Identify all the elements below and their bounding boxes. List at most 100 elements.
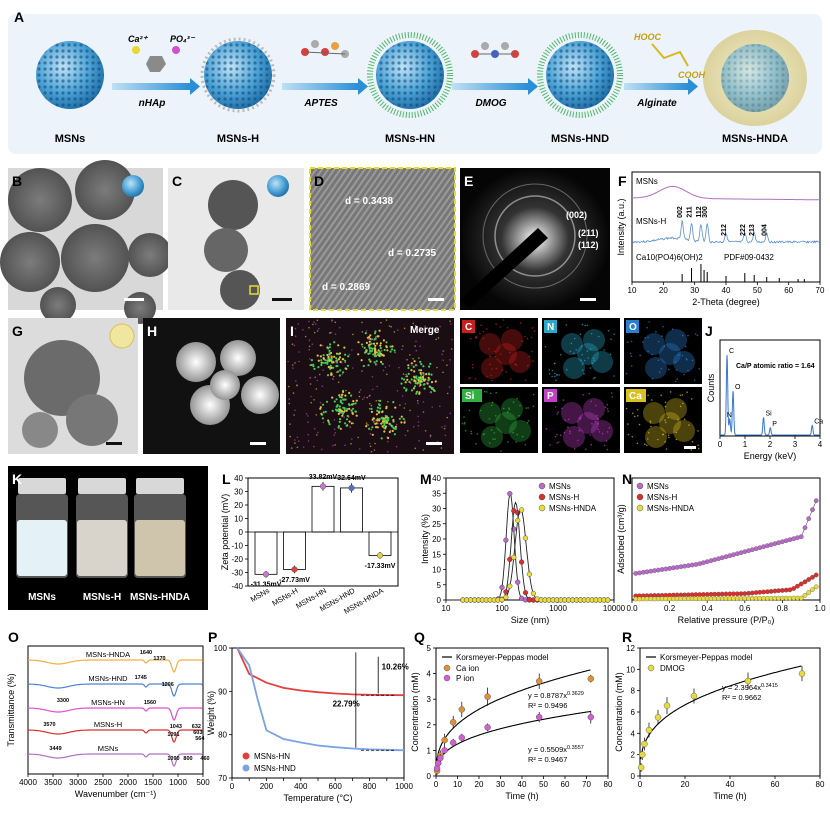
- merge-pixel: [326, 353, 329, 357]
- y-axis-label: Zeta potential (mV): [220, 494, 230, 571]
- xrd-line-msns: [632, 185, 820, 201]
- scale-bar: [684, 446, 696, 449]
- merge-pixel: [416, 400, 419, 402]
- merge-pixel: [429, 391, 432, 394]
- merge-pixel: [439, 325, 441, 328]
- panel-d-label: D: [314, 173, 324, 189]
- legend-label: Korsmeyer-Peppas model: [456, 653, 549, 662]
- panel-n-label: N: [622, 471, 632, 487]
- x-tick-label: 0.0: [626, 604, 638, 613]
- series-label: MSNs: [636, 177, 658, 186]
- merge-pixel: [448, 386, 451, 388]
- merge-pixel: [352, 333, 354, 336]
- merge-pixel: [331, 320, 333, 322]
- merge-pixel: [365, 350, 368, 353]
- nhap-crystal-icon: [146, 56, 166, 72]
- merge-pixel: [313, 367, 316, 370]
- merge-pixel: [398, 366, 400, 369]
- particle: [208, 180, 258, 230]
- x-tick-label: 1000: [549, 604, 567, 613]
- merge-pixel: [403, 327, 406, 330]
- merge-pixel: [351, 349, 353, 351]
- merge-pixel: [307, 433, 310, 436]
- x-tick-label: 60: [561, 780, 570, 789]
- merge-pixel: [369, 348, 371, 351]
- merge-pixel: [347, 416, 350, 418]
- merge-pixel: [369, 360, 372, 363]
- merge-pixel: [350, 442, 352, 445]
- merge-pixel: [350, 409, 353, 411]
- merge-pixel: [335, 398, 338, 401]
- stage-label: MSNs-HNDA: [722, 133, 788, 145]
- peak-annotation: 1043: [170, 724, 182, 730]
- merge-pixel: [339, 369, 342, 372]
- ring-002: (002): [566, 210, 587, 220]
- merge-pixel: [370, 428, 373, 431]
- legend-marker: [443, 664, 451, 672]
- merge-pixel: [413, 426, 415, 428]
- merge-pixel: [327, 419, 330, 422]
- merge-pixel: [422, 411, 425, 413]
- zeta-bar: [368, 531, 392, 556]
- y-tick-label: 30: [234, 488, 243, 497]
- x-tick-label: 10: [453, 780, 462, 789]
- merge-pixel: [418, 377, 421, 380]
- merge-pixel: [413, 385, 417, 388]
- merge-pixel: [343, 346, 346, 349]
- merge-pixel: [434, 380, 437, 383]
- merge-pixel: [375, 426, 378, 429]
- panel-e: (002) (211) (112) E: [460, 168, 610, 310]
- merge-pixel: [389, 350, 392, 353]
- peak-annotation: 800: [183, 756, 192, 762]
- peak-annotation: 1560: [144, 700, 156, 706]
- y-tick-label: 100: [214, 644, 228, 653]
- panel-o: O 4000 3500 3000 2500 2000 1500 1000 500 Wavenum…: [6, 629, 210, 799]
- legend-marker: [242, 752, 250, 760]
- eds-spectrum: [720, 354, 820, 436]
- series-label: MSNs: [98, 744, 119, 753]
- merge-pixel: [369, 334, 372, 337]
- x-axis-label: 2-Theta (degree): [692, 297, 760, 307]
- x-tick-label: 50: [753, 286, 762, 295]
- isotherm-point: [810, 587, 815, 592]
- data-point: [441, 736, 448, 744]
- merge-pixel: [338, 395, 341, 398]
- x-tick-label: 0: [718, 440, 723, 449]
- merge-pixel: [400, 421, 403, 424]
- merge-pixel: [450, 323, 452, 325]
- merge-pixel: [365, 424, 368, 426]
- legend-label: MSNs-H: [647, 493, 677, 502]
- merge-pixel: [348, 391, 351, 395]
- tga-line: [236, 647, 405, 697]
- merge-pixel: [316, 379, 319, 382]
- merge-pixel: [305, 413, 308, 415]
- panel-c-label: C: [172, 173, 182, 189]
- y-tick-label: 2: [427, 721, 432, 730]
- merge-pixel: [379, 407, 382, 410]
- merge-pixel: [390, 348, 394, 351]
- merge-pixel: [398, 417, 401, 420]
- dls-point: [511, 554, 517, 561]
- particle: [22, 412, 58, 448]
- merge-pixel: [387, 400, 389, 403]
- d-spacing-2: d = 0.2735: [388, 248, 437, 259]
- vial-liquid: [135, 520, 185, 576]
- merge-pixel: [313, 321, 315, 323]
- panel-b: B: [0, 160, 172, 324]
- merge-pixel: [372, 417, 375, 420]
- merge-pixel: [317, 359, 320, 362]
- isotherm-point: [806, 590, 812, 595]
- merge-pixel: [374, 352, 377, 355]
- scale-bar: [124, 298, 144, 301]
- merge-pixel: [450, 348, 453, 350]
- x-tick-label: 0.2: [664, 604, 676, 613]
- y-tick-label: -40: [231, 582, 243, 591]
- merge-pixel: [378, 417, 381, 421]
- merge-pixel: [443, 427, 446, 430]
- merge-pixel: [418, 392, 421, 395]
- merge-pixel: [441, 353, 444, 356]
- data-point: [441, 747, 448, 754]
- merge-pixel: [357, 353, 360, 356]
- peak-label: 300: [702, 206, 709, 218]
- merge-pixel: [382, 369, 385, 372]
